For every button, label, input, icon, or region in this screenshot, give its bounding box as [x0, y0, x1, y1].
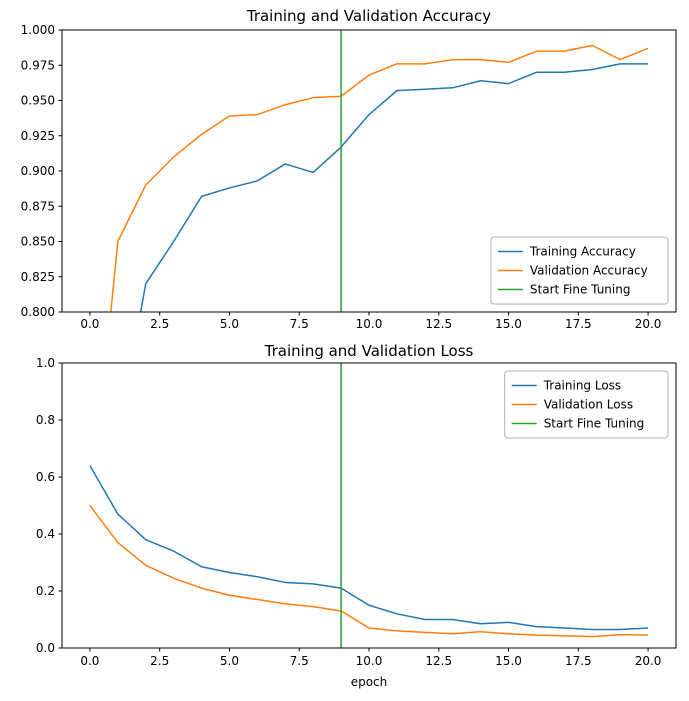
line-training-accuracy: [139, 63, 649, 312]
x-tick-label: 17.5: [565, 654, 592, 668]
y-tick-label: 0.4: [36, 527, 55, 541]
x-tick-label: 20.0: [635, 654, 662, 668]
x-tick-label: 7.5: [290, 654, 309, 668]
x-tick-label: 10.0: [356, 317, 383, 331]
x-tick-label: 10.0: [356, 654, 383, 668]
legend-label-training-loss: Training Loss: [543, 379, 621, 393]
chart-training-and-validation-loss: 0.0 2.5 5.0 7.5 10.0 12.5 15.0 17.5 20.0 0.0 0.2 0.…: [36, 342, 677, 689]
y-tick-label: 0.850: [21, 235, 55, 249]
line-training-loss: [89, 465, 649, 631]
x-tick-label: 0.0: [80, 654, 99, 668]
x-tick-label: 12.5: [425, 317, 452, 331]
x-axis-label: epoch: [351, 675, 388, 689]
x-tick-label: 0.0: [80, 317, 99, 331]
legend-label-training-accuracy: Training Accuracy: [529, 245, 636, 259]
y-tick-label: 0.900: [21, 164, 55, 178]
y-tick-label: 0.8: [36, 413, 55, 427]
x-tick-label: 17.5: [565, 317, 592, 331]
y-tick-label: 0.975: [21, 58, 55, 72]
x-tick-label: 15.0: [495, 654, 522, 668]
y-tick-label: 0.875: [21, 199, 55, 213]
x-tick-label: 5.0: [220, 654, 239, 668]
legend-box: [490, 236, 669, 305]
legend-box: [504, 370, 669, 439]
y-tick-label: 1.000: [21, 23, 55, 37]
y-tick-label: 1.0: [36, 356, 55, 370]
y-tick-label: 0.6: [36, 470, 55, 484]
y-tick-label: 0.800: [21, 305, 55, 319]
line-validation-accuracy: [110, 44, 649, 312]
chart-title: Training and Validation Loss: [264, 342, 474, 360]
legend-label-validation-accuracy: Validation Accuracy: [530, 264, 648, 278]
line-validation-loss: [89, 505, 649, 638]
x-tick-label: 20.0: [635, 317, 662, 331]
legend-label-start-fine-tuning: Start Fine Tuning: [530, 283, 631, 297]
x-tick-label: 12.5: [425, 654, 452, 668]
y-tick-label: 0.2: [36, 584, 55, 598]
legend: Training Accuracy Validation Accuracy Star…: [490, 236, 669, 305]
chart-title: Training and Validation Accuracy: [246, 7, 491, 25]
y-tick-label: 0.950: [21, 94, 55, 108]
x-tick-label: 2.5: [150, 654, 169, 668]
legend-label-validation-loss: Validation Loss: [544, 398, 633, 412]
x-tick-label: 2.5: [150, 317, 169, 331]
chart-training-and-validation-accuracy: 0.0 2.5 5.0 7.5 10.0 12.5 15.0 17.5 20.0 0.800 0.8…: [21, 7, 677, 331]
x-tick-label: 7.5: [290, 317, 309, 331]
y-tick-label: 0.925: [21, 129, 55, 143]
y-tick-label: 0.825: [21, 270, 55, 284]
x-tick-label: 5.0: [220, 317, 239, 331]
y-tick-label: 0.0: [36, 641, 55, 655]
legend-label-start-fine-tuning: Start Fine Tuning: [544, 417, 645, 431]
x-tick-label: 15.0: [495, 317, 522, 331]
legend: Training Loss Validation Loss Start Fine T…: [504, 370, 669, 439]
